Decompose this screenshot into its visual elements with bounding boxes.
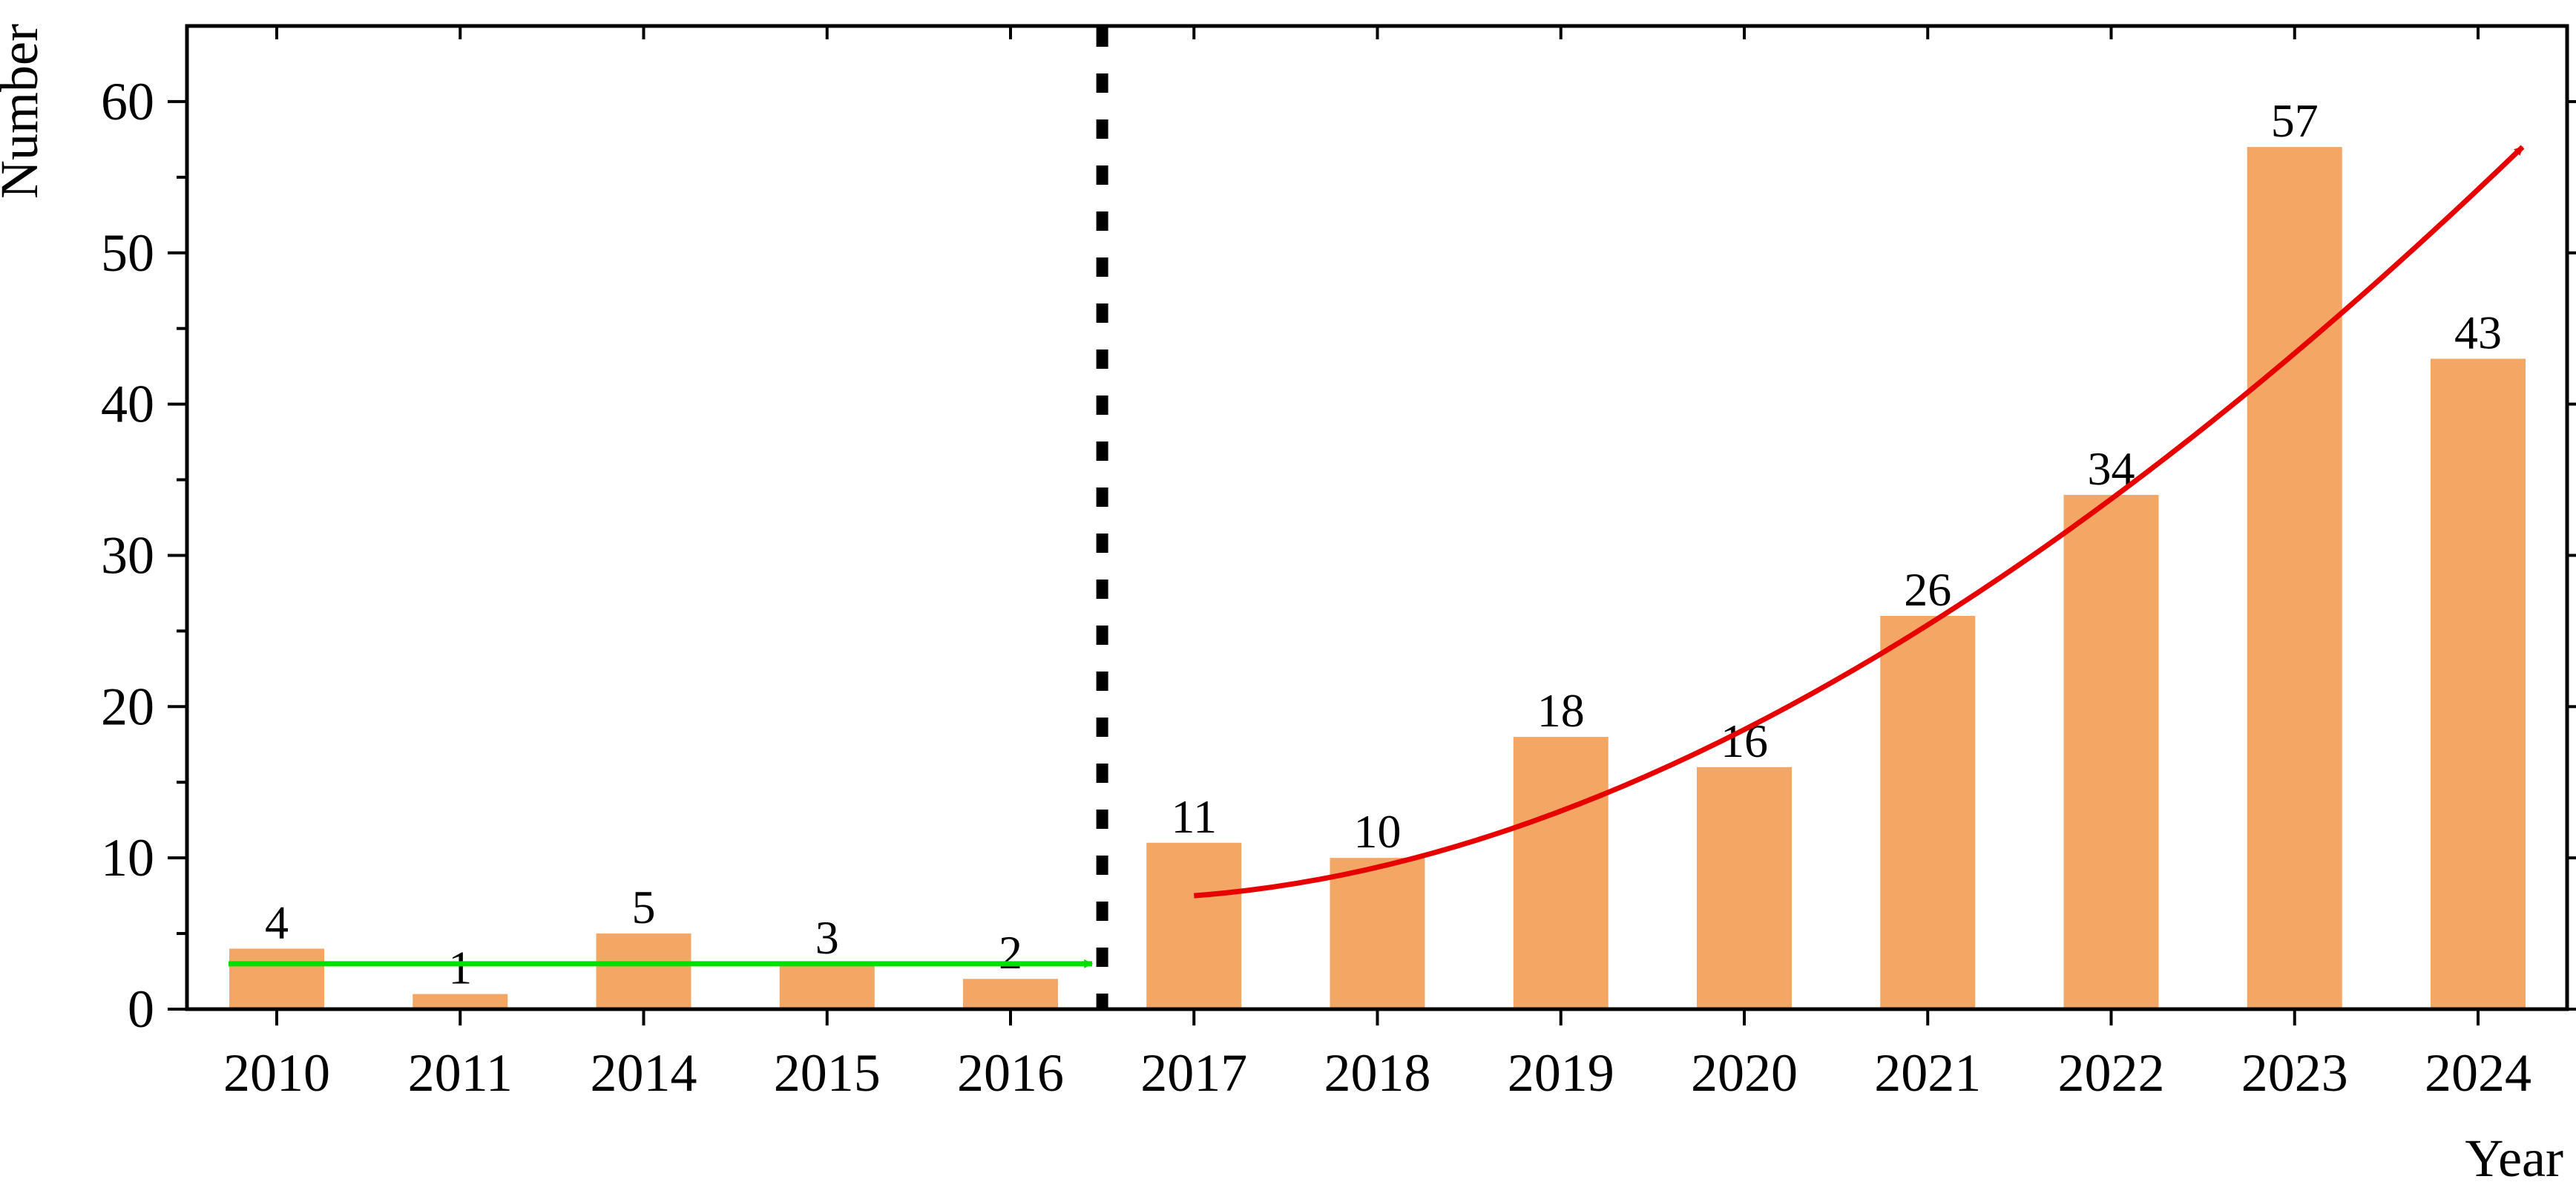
x-tick-label-2023: 2023 xyxy=(2241,1043,2348,1103)
data-label-2023: 57 xyxy=(2271,94,2319,147)
y-tick-label-20: 20 xyxy=(101,677,154,736)
bar-2019 xyxy=(1513,737,1609,1009)
bar-2017 xyxy=(1146,842,1242,1009)
y-axis-label: Number xyxy=(0,24,49,199)
bar-2024 xyxy=(2431,358,2526,1009)
x-tick-label-2019: 2019 xyxy=(1508,1043,1614,1103)
bar-2018 xyxy=(1330,858,1425,1009)
annotation-layer xyxy=(229,27,2525,1009)
x-tick-label-2017: 2017 xyxy=(1140,1043,1247,1103)
data-label-2021: 26 xyxy=(1904,563,1951,616)
data-label-2010: 4 xyxy=(265,896,289,948)
bar-2020 xyxy=(1697,767,1792,1009)
growth-trend-arrow xyxy=(1193,145,2525,899)
x-tick-label-2024: 2024 xyxy=(2425,1043,2531,1103)
bar-2014 xyxy=(596,933,691,1009)
data-label-2017: 11 xyxy=(1171,790,1217,843)
x-tick-label-2016: 2016 xyxy=(957,1043,1064,1103)
x-axis-label: Year xyxy=(2465,1129,2563,1181)
axis-layer: 2010 2011 2014 2015 2016 2017 2018 2019 2020 2021… xyxy=(101,26,2576,1103)
data-label-2015: 3 xyxy=(815,911,839,964)
y-tick-label-50: 50 xyxy=(101,223,154,283)
data-label-2014: 5 xyxy=(632,881,656,933)
data-label-2011: 1 xyxy=(448,942,472,994)
data-label-2019: 18 xyxy=(1537,684,1585,737)
y-tick-label-0: 0 xyxy=(128,979,154,1039)
bar-2022 xyxy=(2063,494,2159,1009)
x-tick-label-2022: 2022 xyxy=(2058,1043,2165,1103)
x-tick-label-2021: 2021 xyxy=(1874,1043,1981,1103)
y-tick-label-10: 10 xyxy=(101,828,154,887)
bar-2023 xyxy=(2247,147,2342,1010)
x-tick-label-2014: 2014 xyxy=(591,1043,697,1103)
x-tick-label-2020: 2020 xyxy=(1691,1043,1798,1103)
x-tick-label-2018: 2018 xyxy=(1324,1043,1431,1103)
bar-2015 xyxy=(779,963,875,1009)
x-tick-label-2015: 2015 xyxy=(774,1043,881,1103)
data-label-2024: 43 xyxy=(2454,306,2502,358)
y-tick-label-30: 30 xyxy=(101,525,154,585)
x-tick-label-2011: 2011 xyxy=(408,1043,513,1103)
y-tick-label-60: 60 xyxy=(101,72,154,131)
bar-2016 xyxy=(963,979,1058,1009)
data-label-2018: 10 xyxy=(1354,805,1402,858)
data-label-2016: 2 xyxy=(999,926,1022,979)
y-tick-label-40: 40 xyxy=(101,375,154,434)
bar-2021 xyxy=(1880,616,1976,1009)
bar-2010 xyxy=(229,948,324,1009)
bar-2011 xyxy=(413,994,508,1009)
x-tick-label-2010: 2010 xyxy=(223,1043,330,1103)
